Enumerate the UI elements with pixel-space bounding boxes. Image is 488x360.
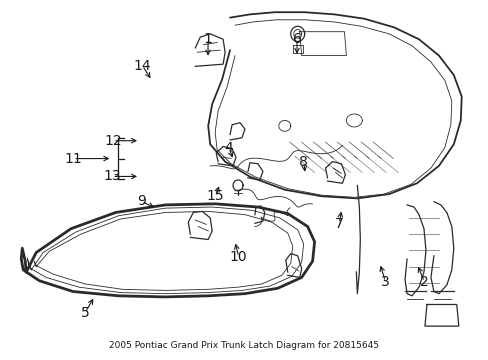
Text: 12: 12 (104, 134, 122, 148)
Text: 13: 13 (103, 170, 121, 184)
Text: 9: 9 (137, 194, 145, 208)
Text: 15: 15 (206, 189, 224, 203)
Text: 2005 Pontiac Grand Prix Trunk Latch Diagram for 20815645: 2005 Pontiac Grand Prix Trunk Latch Diag… (109, 341, 379, 350)
Text: 7: 7 (334, 217, 343, 231)
Text: 3: 3 (380, 275, 389, 289)
Text: 2: 2 (419, 275, 428, 289)
Text: 1: 1 (203, 32, 212, 46)
Text: 4: 4 (224, 141, 233, 155)
Text: 5: 5 (81, 306, 89, 320)
Text: 14: 14 (133, 59, 151, 73)
Text: 10: 10 (229, 250, 247, 264)
Text: 11: 11 (64, 152, 82, 166)
Text: 6: 6 (292, 32, 301, 46)
Text: 8: 8 (299, 155, 307, 169)
